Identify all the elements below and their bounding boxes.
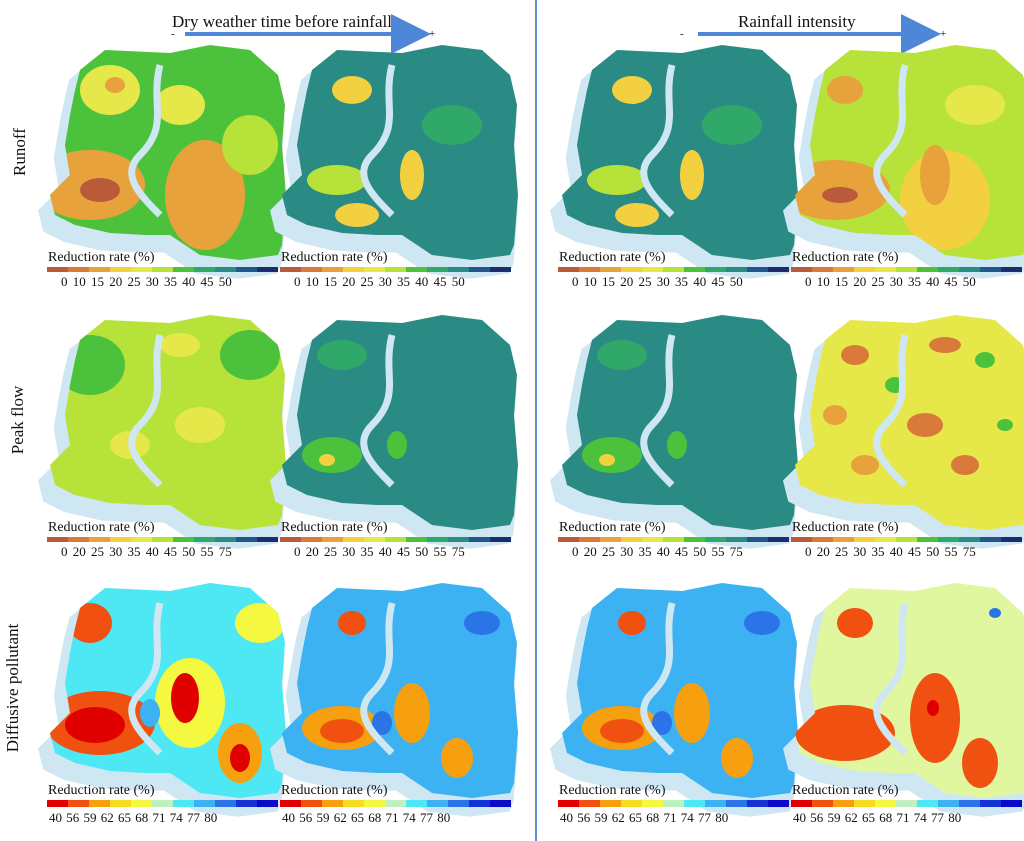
legend-bar-runoff-2 [280, 267, 511, 272]
legend-title-pollutant-1: Reduction rate (%) [48, 783, 155, 798]
map-pollutant-rain-low [550, 583, 798, 817]
legend-bar-peak-1 [47, 537, 278, 542]
legend-bar-peak-4 [791, 537, 1022, 542]
legend-title-runoff-2: Reduction rate (%) [281, 250, 388, 265]
map-runoff-dry-low [38, 45, 286, 279]
map-runoff-rain-high [783, 45, 1024, 279]
legend-bar-pollutant-4 [791, 800, 1022, 807]
legend-bar-pollutant-3 [558, 800, 789, 807]
map-runoff-dry-high [270, 45, 518, 279]
header-left-plus: + [429, 28, 436, 40]
legend-title-peak-2: Reduction rate (%) [281, 520, 388, 535]
legend-title-peak-4: Reduction rate (%) [792, 520, 899, 535]
legend-ticks-runoff-3: 0 10 15 20 25 30 35 40 45 50 [572, 274, 743, 289]
legend-ticks-runoff-2: 0 10 15 20 25 30 35 40 45 50 [294, 274, 465, 289]
legend-ticks-pollutant-1: 40 56 59 62 65 68 71 74 77 80 [49, 810, 218, 825]
legend-ticks-runoff-4: 0 10 15 20 25 30 35 40 45 50 [805, 274, 976, 289]
legend-bar-runoff-3 [558, 267, 789, 272]
legend-bar-runoff-1 [47, 267, 278, 272]
map-peak-dry-high [270, 315, 518, 549]
legend-title-pollutant-4: Reduction rate (%) [792, 783, 899, 798]
legend-ticks-peak-1: 0 20 25 30 35 40 45 50 55 75 [61, 544, 232, 559]
legend-ticks-peak-2: 0 20 25 30 35 40 45 50 55 75 [294, 544, 465, 559]
map-peak-dry-low [38, 315, 286, 549]
legend-bar-pollutant-2 [280, 800, 511, 807]
legend-title-peak-1: Reduction rate (%) [48, 520, 155, 535]
legend-ticks-runoff-1: 0 10 15 20 25 30 35 40 45 50 [61, 274, 232, 289]
panel-divider [535, 0, 537, 841]
header-dry-weather: Dry weather time before rainfall [172, 12, 392, 31]
legend-title-runoff-3: Reduction rate (%) [559, 250, 666, 265]
header-right-minus: - [680, 28, 684, 40]
legend-title-runoff-1: Reduction rate (%) [48, 250, 155, 265]
legend-title-pollutant-2: Reduction rate (%) [281, 783, 388, 798]
legend-ticks-pollutant-2: 40 56 59 62 65 68 71 74 77 80 [282, 810, 451, 825]
legend-bar-pollutant-1 [47, 800, 278, 807]
legend-title-runoff-4: Reduction rate (%) [792, 250, 899, 265]
legend-ticks-peak-3: 0 20 25 30 35 40 45 50 55 75 [572, 544, 743, 559]
map-peak-rain-high [783, 315, 1024, 549]
legend-bar-runoff-4 [791, 267, 1022, 272]
map-runoff-rain-low [550, 45, 798, 279]
legend-bar-peak-3 [558, 537, 789, 542]
header-rainfall-intensity: Rainfall intensity [738, 12, 856, 31]
legend-ticks-pollutant-4: 40 56 59 62 65 68 71 74 77 80 [793, 810, 962, 825]
legend-ticks-peak-4: 0 20 25 30 35 40 45 50 55 75 [805, 544, 976, 559]
header-left-minus: - [171, 28, 175, 40]
map-peak-rain-low [550, 315, 798, 549]
map-pollutant-rain-high [783, 583, 1024, 817]
legend-title-pollutant-3: Reduction rate (%) [559, 783, 666, 798]
legend-ticks-pollutant-3: 40 56 59 62 65 68 71 74 77 80 [560, 810, 729, 825]
legend-title-peak-3: Reduction rate (%) [559, 520, 666, 535]
map-pollutant-dry-high [270, 583, 518, 817]
header-right-plus: + [940, 28, 947, 40]
legend-bar-peak-2 [280, 537, 511, 542]
map-pollutant-dry-low [38, 583, 286, 817]
